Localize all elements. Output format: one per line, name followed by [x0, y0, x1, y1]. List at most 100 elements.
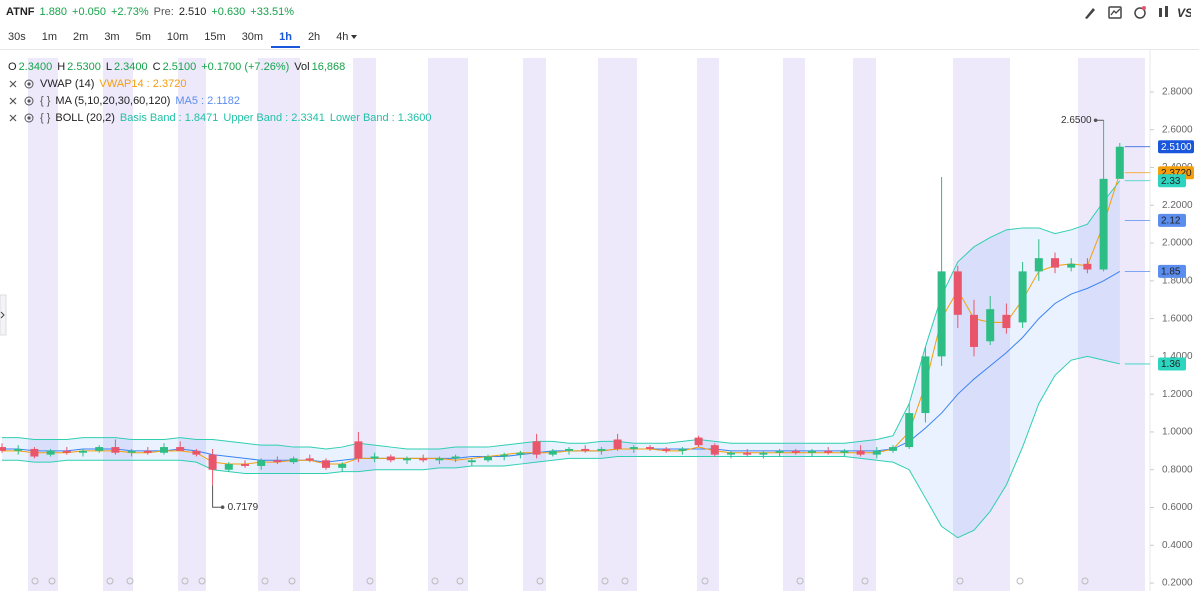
visibility-icon[interactable]	[23, 113, 35, 123]
candle-body	[467, 460, 476, 463]
candle-body	[808, 450, 816, 453]
session-band	[853, 58, 876, 591]
indicator-icon[interactable]	[1108, 6, 1122, 19]
remove-icon[interactable]	[8, 96, 18, 106]
change: +0.050	[72, 6, 106, 18]
candle-body	[338, 464, 347, 468]
timeframe-button[interactable]: 2m	[73, 31, 89, 43]
y-tick-label: 1.6000	[1162, 313, 1193, 324]
dropdown-arrow[interactable]	[351, 34, 359, 40]
candle-body	[581, 448, 590, 451]
session-band	[523, 58, 546, 591]
candle-body	[694, 437, 703, 446]
candle-body	[791, 450, 800, 453]
pre-change-pct: +33.51%	[250, 6, 295, 18]
candle-body	[0, 447, 6, 451]
pre-label: Pre:	[153, 6, 174, 18]
ohlc-label: H	[57, 60, 66, 73]
eye	[24, 79, 34, 88]
annotation-line	[212, 485, 223, 508]
timeframe-button[interactable]: 3m	[104, 31, 120, 43]
candle-body	[79, 450, 87, 453]
timeframe-button[interactable]: 10m	[166, 31, 189, 43]
visibility-icon[interactable]	[23, 96, 35, 106]
timeframe-button[interactable]: 4h	[328, 28, 367, 48]
pre-change: +0.630	[211, 6, 246, 18]
candle-body	[435, 458, 444, 461]
candle-body	[953, 271, 962, 315]
vol-label: Vol	[294, 60, 310, 73]
ohlc-label: C	[152, 60, 161, 73]
candle-body	[208, 454, 217, 470]
candle-body	[95, 447, 104, 451]
session-icon	[431, 577, 439, 585]
candle-body	[1002, 314, 1011, 329]
remove-icon[interactable]	[8, 79, 18, 89]
divider	[0, 49, 1199, 50]
timeframe-button[interactable]: 15m	[204, 31, 226, 43]
chart: 0.2000 0.4000 0.6000 0.8000 1.0000 1.2000 1.40…	[0, 50, 1194, 591]
price-tag-label: 1.85	[1161, 267, 1181, 278]
timeframe-bar: 30s 1m 2m 3m 5m 10m 15m 30m 1h 2h 4h	[0, 28, 367, 48]
candle-body	[160, 447, 168, 453]
session-icon	[31, 577, 39, 585]
candle-body	[937, 271, 946, 357]
timeframe-button[interactable]: 2h	[307, 31, 321, 43]
session-icon	[861, 577, 869, 585]
candle-body	[111, 447, 120, 453]
indicator-value: MA5 : 2.1182	[175, 94, 240, 107]
candle-body	[1051, 258, 1059, 268]
draw-icon[interactable]	[1085, 8, 1095, 19]
session-band	[103, 58, 133, 591]
bracket-icon: { }	[40, 94, 51, 107]
candle-body	[840, 450, 849, 453]
candle-body	[613, 439, 622, 449]
candle-body	[273, 460, 282, 463]
timeframe-button[interactable]: 5m	[135, 31, 151, 43]
price-tag-label: 2.33	[1161, 176, 1181, 187]
candle-body	[905, 413, 914, 448]
indicator-row: { } BOLL (20,2) Basis Band : 1.8471 Upper B…	[8, 109, 431, 126]
timeframe-button[interactable]: 1h	[271, 28, 300, 48]
annotation-dot	[220, 505, 225, 510]
candle-body	[257, 460, 266, 466]
session-icon	[288, 577, 296, 585]
session-band	[953, 58, 1010, 591]
price-tag	[1158, 213, 1186, 227]
y-tick-label: 0.2000	[1162, 578, 1193, 589]
timeframe-button[interactable]: 30s	[8, 31, 26, 43]
session-band	[28, 58, 58, 591]
visibility-icon[interactable]	[23, 79, 35, 89]
candle-body	[921, 356, 930, 414]
eye	[24, 113, 34, 122]
cross	[9, 97, 17, 104]
alert-icon[interactable]	[1134, 7, 1146, 19]
price-tag	[1158, 140, 1194, 154]
timeframe-button[interactable]: 1m	[41, 31, 58, 43]
candle-body	[484, 456, 492, 461]
pupil	[27, 81, 31, 86]
candle-body	[548, 450, 557, 455]
candle-body	[305, 458, 314, 461]
candle-body	[743, 452, 752, 455]
band-fill	[2, 180, 1120, 538]
y-tick-label: 0.6000	[1162, 502, 1193, 513]
ohlc-row: O 2.3400 H 2.5300 L 2.3400 C 2.5100 +0.1700 (+7.…	[8, 58, 431, 75]
ohlc-label: O	[8, 60, 17, 73]
candle-body	[1115, 146, 1124, 179]
price-tag-label: 2.3720	[1161, 168, 1192, 179]
session-band	[178, 58, 206, 591]
side-handle	[0, 294, 7, 336]
session-band	[353, 58, 376, 591]
bracket-icon: { }	[40, 111, 51, 124]
ohlc-change: +0.1700 (+7.26%)	[201, 60, 290, 73]
candle-icon[interactable]	[1159, 8, 1162, 17]
candle-body	[727, 452, 735, 455]
candle-body	[419, 458, 428, 461]
price: 1.880	[39, 6, 68, 18]
candle-body	[46, 450, 55, 455]
candle-body	[646, 447, 654, 449]
pupil	[27, 115, 31, 120]
remove-icon[interactable]	[8, 113, 18, 123]
timeframe-button[interactable]: 30m	[241, 31, 264, 43]
